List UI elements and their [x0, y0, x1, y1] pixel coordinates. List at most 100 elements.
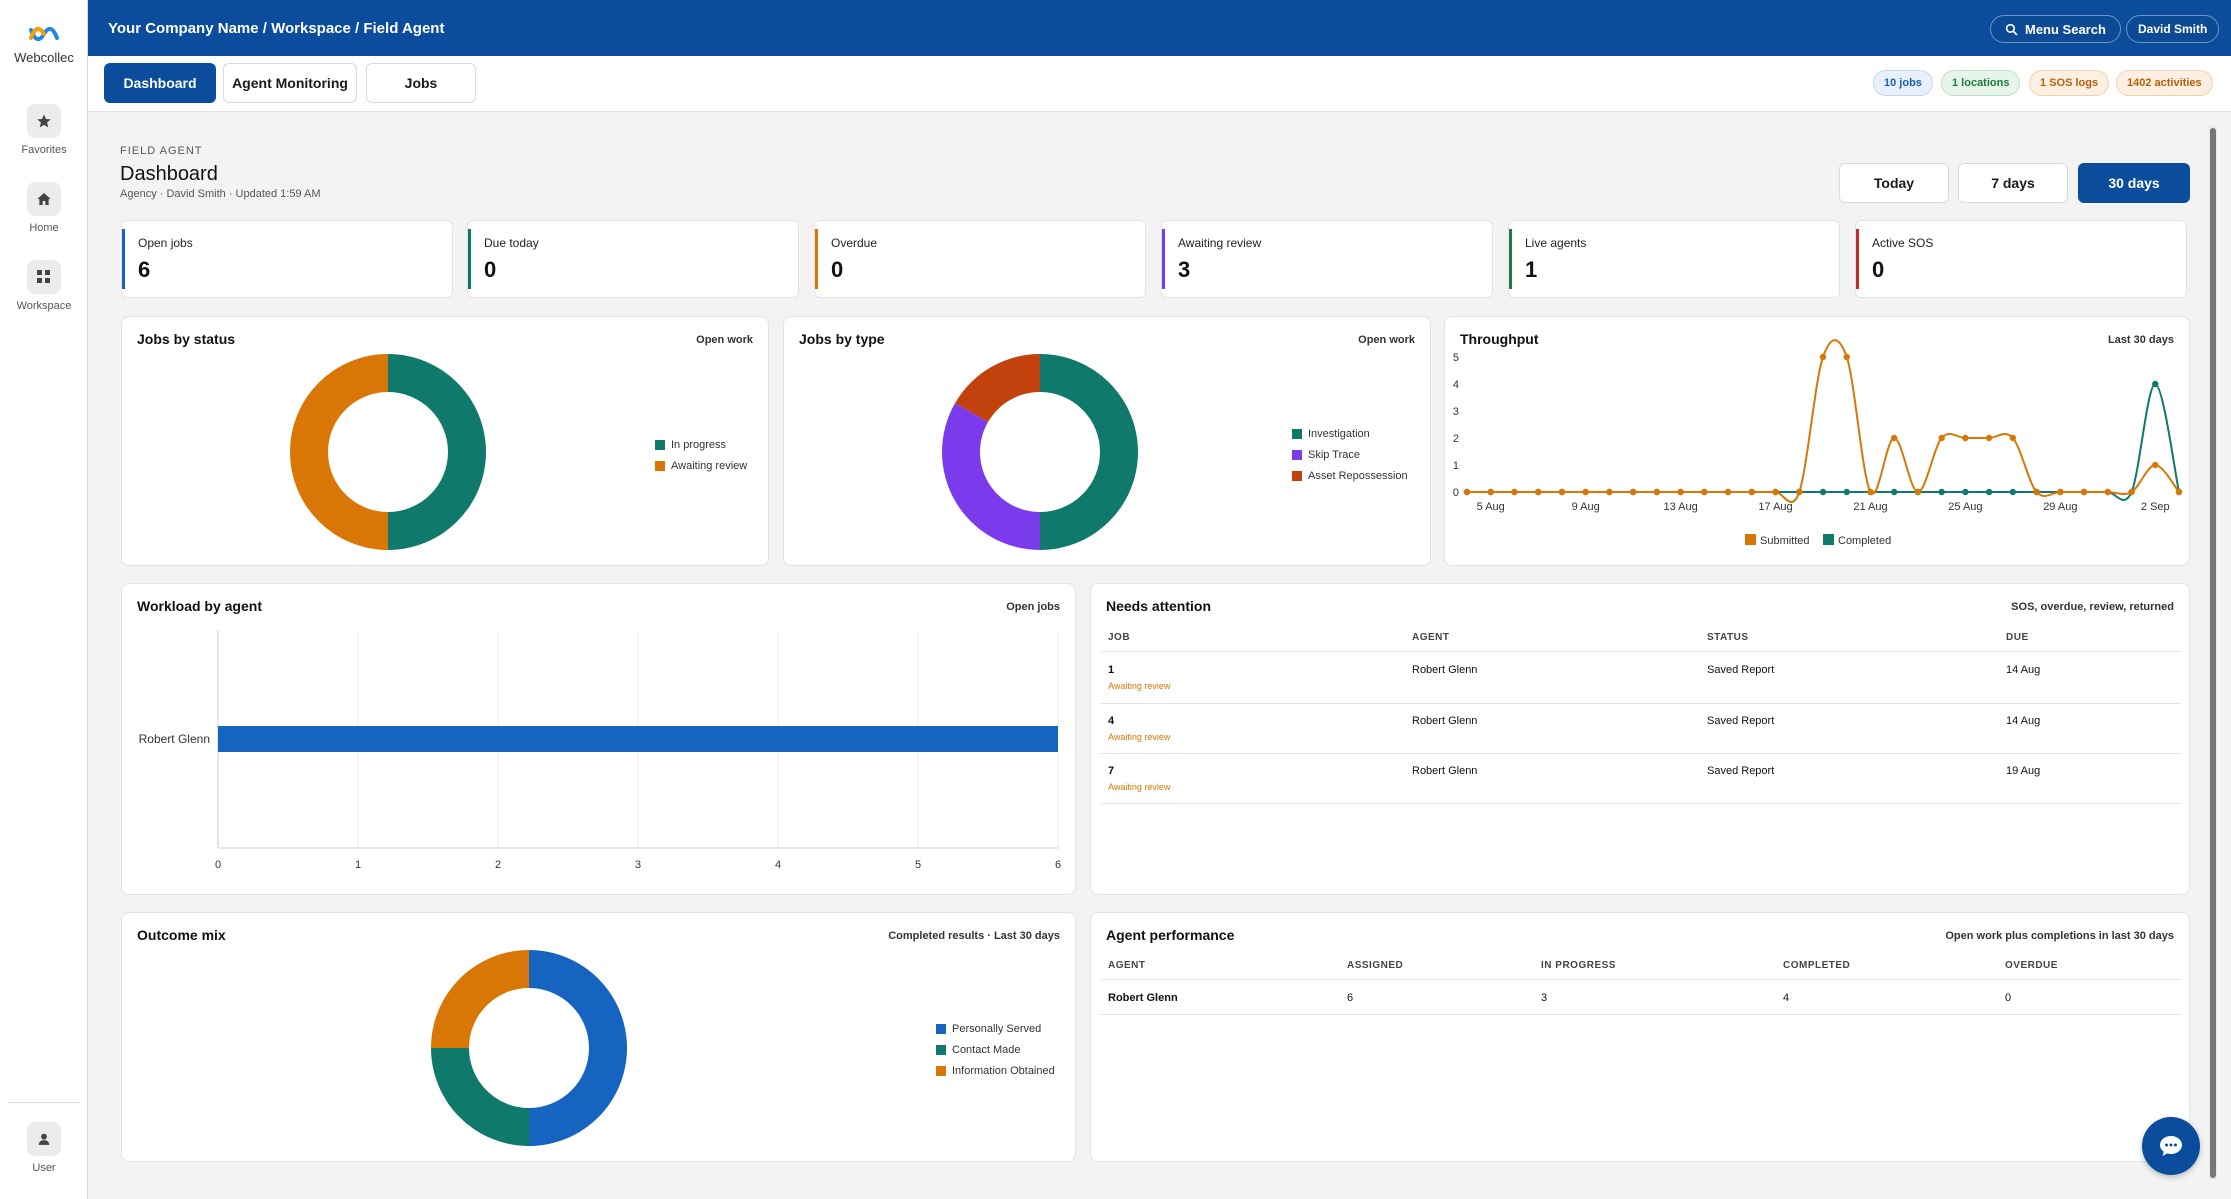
data-point[interactable] — [1558, 488, 1566, 496]
data-point[interactable] — [1511, 488, 1518, 496]
legend-item[interactable]: Awaiting review — [655, 455, 747, 476]
tab-dashboard[interactable]: Dashboard — [104, 63, 216, 103]
range-7-days-button[interactable]: 7 days — [1958, 163, 2068, 203]
data-point[interactable] — [2033, 488, 2040, 496]
range-30-days-button[interactable]: 30 days — [2078, 163, 2190, 203]
data-point[interactable] — [1724, 488, 1732, 496]
due-date: 19 Aug — [2006, 765, 2041, 777]
data-point[interactable] — [1891, 434, 1898, 442]
series-line-completed[interactable] — [1467, 382, 2180, 501]
data-point[interactable] — [1819, 353, 1827, 361]
home-icon — [27, 182, 61, 216]
data-point[interactable] — [2057, 488, 2064, 496]
due-date: 14 Aug — [2006, 715, 2041, 727]
tab-jobs[interactable]: Jobs — [366, 63, 476, 103]
app-logo[interactable]: Webcollec — [0, 22, 88, 65]
workload-bar-chart[interactable]: 0 1 2 3 4 5 6 Robert Glenn — [122, 584, 1077, 896]
data-point[interactable] — [1819, 488, 1827, 496]
chat-button[interactable] — [2142, 1117, 2200, 1175]
data-point[interactable] — [1629, 488, 1637, 496]
activities-badge[interactable]: 1402 activities — [2116, 70, 2213, 96]
range-today-button[interactable]: Today — [1839, 163, 1949, 203]
data-point[interactable] — [1463, 488, 1471, 496]
data-point[interactable] — [1985, 488, 1993, 496]
sos-logs-badge[interactable]: 1 SOS logs — [2029, 70, 2110, 96]
legend-item[interactable]: Contact Made — [936, 1039, 1055, 1060]
donut-slice[interactable] — [388, 354, 486, 550]
user-menu-button[interactable]: David Smith — [2126, 15, 2220, 43]
sidebar-divider — [8, 1102, 80, 1103]
data-point[interactable] — [1962, 488, 1969, 496]
legend-item[interactable]: In progress — [655, 434, 747, 455]
data-point[interactable] — [1535, 488, 1542, 496]
data-point[interactable] — [1677, 488, 1684, 496]
donut-slice[interactable] — [942, 403, 1040, 550]
sidebar-item-user[interactable]: User — [0, 1122, 88, 1174]
donut-slice[interactable] — [1040, 354, 1138, 550]
donut-slice[interactable] — [529, 950, 627, 1146]
data-point[interactable] — [1914, 488, 1922, 496]
data-point[interactable] — [1938, 488, 1945, 496]
data-point[interactable] — [1843, 353, 1850, 361]
legend-swatch — [655, 439, 665, 450]
data-point[interactable] — [1582, 488, 1589, 496]
data-point[interactable] — [1653, 488, 1661, 496]
series-line-submitted[interactable] — [1467, 339, 2180, 503]
jobs-by-type-donut[interactable] — [940, 352, 1140, 552]
legend-item[interactable]: Completed — [1823, 534, 1891, 547]
data-point[interactable] — [1606, 488, 1613, 496]
data-point[interactable] — [1891, 488, 1898, 496]
kpi-active-sos[interactable]: Active SOS 0 — [1855, 220, 2187, 298]
tab-agent-monitoring[interactable]: Agent Monitoring — [223, 63, 357, 103]
donut-slice[interactable] — [290, 354, 388, 550]
sidebar-item-home[interactable]: Home — [0, 182, 88, 234]
donut-slice[interactable] — [431, 1048, 529, 1146]
legend-item[interactable]: Information Obtained — [936, 1060, 1055, 1081]
legend-item[interactable]: Submitted — [1745, 534, 1810, 547]
kpi-awaiting-review[interactable]: Awaiting review 3 — [1161, 220, 1493, 298]
data-point[interactable] — [2152, 380, 2159, 388]
data-point[interactable] — [1843, 488, 1850, 496]
outcome-mix-donut[interactable] — [429, 948, 629, 1148]
kpi-overdue[interactable]: Overdue 0 — [814, 220, 1146, 298]
donut-slice[interactable] — [955, 354, 1040, 422]
data-point[interactable] — [2128, 488, 2135, 496]
menu-search-button[interactable]: Menu Search — [1990, 15, 2121, 43]
data-point[interactable] — [2175, 488, 2183, 496]
legend-item[interactable]: Investigation — [1292, 423, 1408, 444]
jobs-by-status-donut[interactable] — [288, 352, 488, 552]
data-point[interactable] — [1487, 488, 1494, 496]
data-point[interactable] — [1748, 488, 1755, 496]
data-point[interactable] — [2104, 488, 2111, 496]
data-point[interactable] — [2080, 488, 2088, 496]
legend-item[interactable]: Personally Served — [936, 1018, 1055, 1039]
data-point[interactable] — [1701, 488, 1708, 496]
kpi-live-agents[interactable]: Live agents 1 — [1508, 220, 1840, 298]
data-point[interactable] — [2009, 434, 2017, 442]
data-point[interactable] — [1796, 488, 1803, 496]
sidebar-item-favorites[interactable]: Favorites — [0, 104, 88, 156]
jobs-count-badge[interactable]: 10 jobs — [1873, 70, 1933, 96]
data-point[interactable] — [1938, 434, 1945, 442]
legend-item[interactable]: Asset Repossession — [1292, 465, 1408, 486]
data-point[interactable] — [1867, 488, 1874, 496]
locations-count-badge[interactable]: 1 locations — [1941, 70, 2021, 96]
data-point[interactable] — [1985, 434, 1993, 442]
data-point[interactable] — [1962, 434, 1969, 442]
donut-slice[interactable] — [431, 950, 529, 1048]
kpi-label: Awaiting review — [1178, 236, 1262, 250]
data-point[interactable] — [2152, 461, 2159, 469]
sidebar-item-workspace[interactable]: Workspace — [0, 260, 88, 312]
card-title: Outcome mix — [137, 927, 226, 943]
throughput-line-chart[interactable]: 0 1 2 3 4 5 5 Aug 9 Aug 13 Aug 17 Aug 21 Aug 25 Aug… — [1445, 317, 2191, 567]
data-point[interactable] — [2009, 488, 2017, 496]
overdue-count: 0 — [2005, 992, 2012, 1004]
legend-item[interactable]: Skip Trace — [1292, 444, 1408, 465]
kpi-due-today[interactable]: Due today 0 — [467, 220, 799, 298]
bar[interactable] — [218, 726, 1058, 752]
data-point[interactable] — [1772, 488, 1779, 496]
card-title: Throughput — [1460, 331, 1539, 347]
kpi-open-jobs[interactable]: Open jobs 6 — [121, 220, 453, 298]
kpi-label: Live agents — [1525, 236, 1587, 250]
scrollbar-thumb[interactable] — [2210, 128, 2216, 1178]
